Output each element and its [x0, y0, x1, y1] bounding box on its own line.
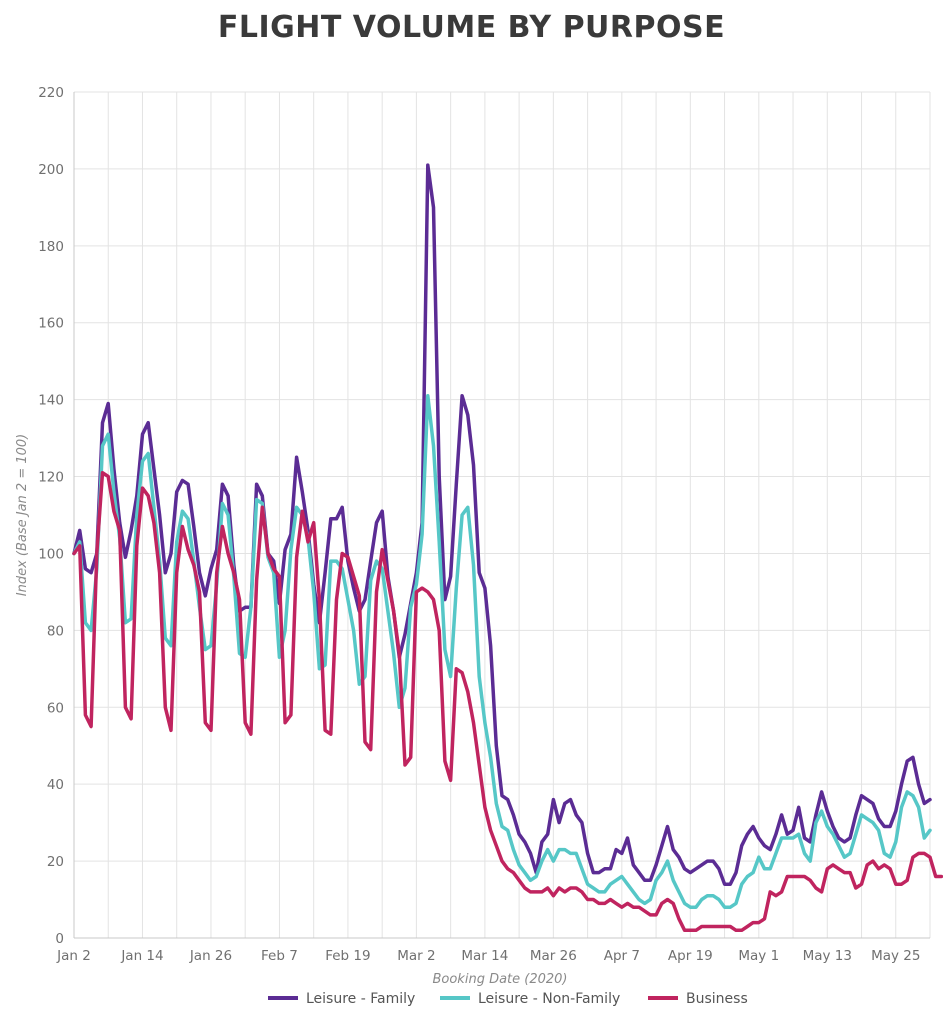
- x-tick-label: Mar 14: [461, 948, 508, 964]
- x-tick-label: May 25: [871, 948, 920, 964]
- x-tick-label: Apr 19: [668, 948, 713, 964]
- x-tick-label: Feb 19: [325, 948, 370, 964]
- y-tick-label: 140: [38, 393, 64, 409]
- legend-label: Leisure - Family: [306, 991, 415, 1007]
- axes: [73, 92, 930, 939]
- series-lines: [72, 163, 943, 933]
- y-tick-label: 120: [38, 470, 64, 486]
- x-tick-label: Feb 7: [261, 948, 298, 964]
- y-tick-label: 0: [55, 931, 64, 947]
- series-line-leisure-family: [72, 163, 932, 886]
- grid: [74, 91, 931, 938]
- x-tick-label: May 1: [738, 948, 779, 964]
- chart-title: FLIGHT VOLUME BY PURPOSE: [217, 10, 726, 45]
- y-tick-label: 40: [47, 777, 64, 793]
- y-tick-label: 60: [47, 700, 64, 716]
- y-axis-title: Index (Base Jan 2 = 100): [15, 434, 30, 597]
- x-tick-label: Jan 26: [189, 948, 232, 964]
- legend: Leisure - Family Leisure - Non-Family Busi…: [268, 991, 748, 1007]
- x-tick-label: Apr 7: [604, 948, 640, 964]
- series-line-business: [72, 470, 943, 933]
- y-tick-labels: 0 20 40 60 80 100 120 140 160 180 200 220: [38, 85, 64, 947]
- y-tick-label: 220: [38, 85, 64, 101]
- y-tick-label: 200: [38, 162, 64, 178]
- x-axis-title: Booking Date (2020): [432, 972, 567, 987]
- y-tick-label: 160: [38, 316, 64, 332]
- legend-label: Leisure - Non-Family: [478, 991, 620, 1007]
- x-tick-label: Jan 14: [120, 948, 163, 964]
- y-tick-label: 180: [38, 239, 64, 255]
- x-tick-label: Jan 2: [56, 948, 91, 964]
- y-tick-label: 80: [47, 623, 64, 639]
- y-tick-label: 100: [38, 546, 64, 562]
- x-tick-labels: Jan 2 Jan 14 Jan 26 Feb 7 Feb 19 Mar 2 Mar 14 M…: [56, 948, 920, 964]
- x-tick-label: Mar 2: [397, 948, 435, 964]
- x-tick-label: Mar 26: [530, 948, 577, 964]
- x-tick-label: May 13: [803, 948, 852, 964]
- legend-label: Business: [686, 991, 748, 1007]
- y-tick-label: 20: [47, 854, 64, 870]
